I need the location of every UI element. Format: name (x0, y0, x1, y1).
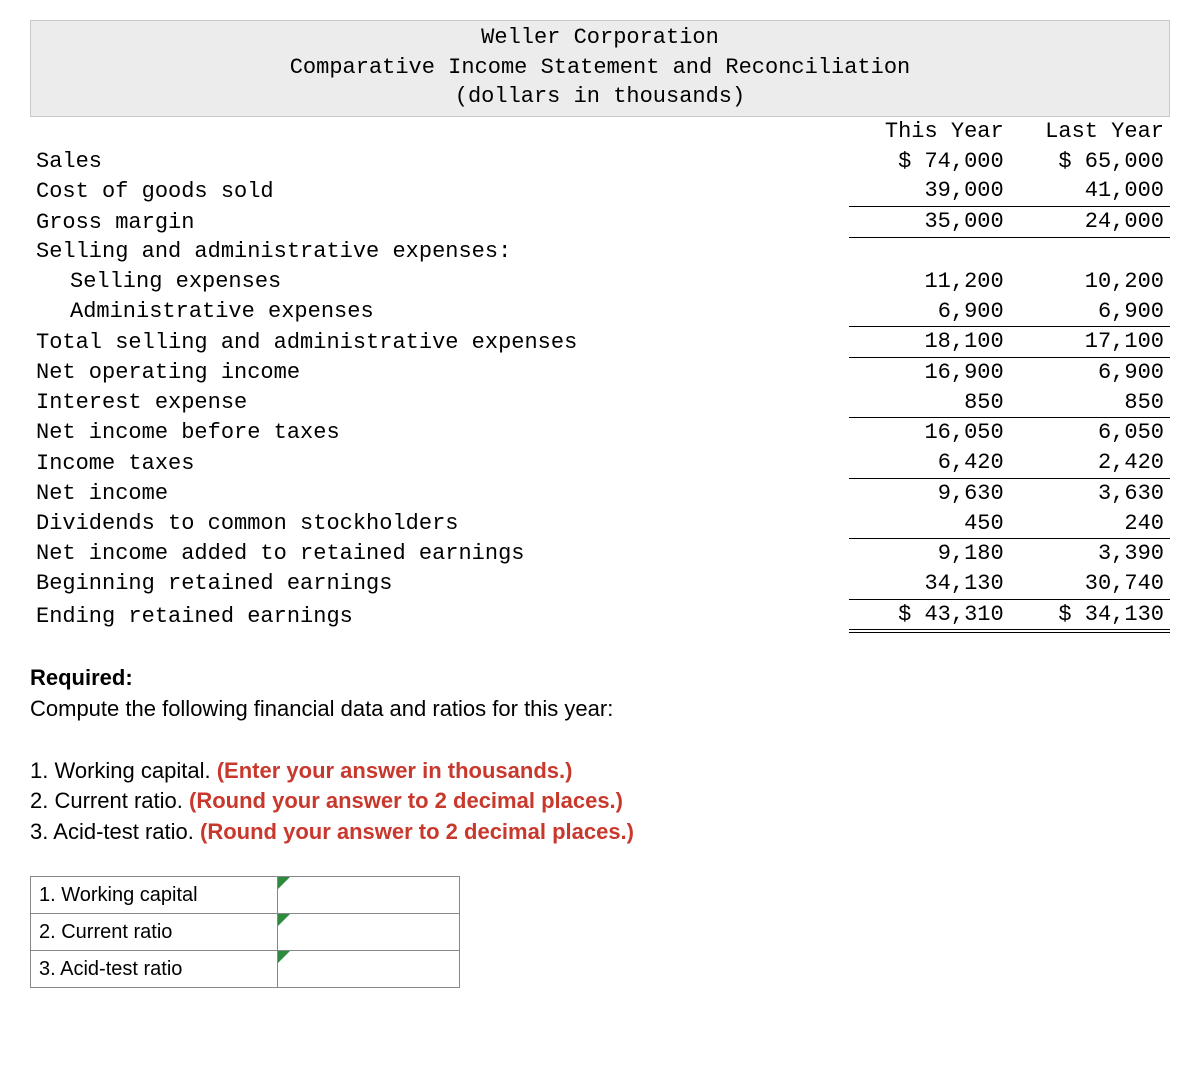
row-net-op-income: Net operating income 16,900 6,900 (30, 358, 1170, 388)
row-dividends: Dividends to common stockholders 450 240 (30, 509, 1170, 539)
row-gross-margin: Gross margin 35,000 24,000 (30, 207, 1170, 238)
label-admin-exp: Administrative expenses (30, 297, 849, 327)
row-nibt: Net income before taxes 16,050 6,050 (30, 418, 1170, 448)
gross-margin-ty: 35,000 (849, 207, 1009, 238)
label-beg-re: Beginning retained earnings (30, 569, 849, 599)
label-end-re: Ending retained earnings (30, 599, 849, 631)
req2-num: 2. (30, 788, 48, 813)
triangle-icon (278, 951, 290, 963)
net-op-income-ty: 16,900 (849, 358, 1009, 388)
income-taxes-ly: 2,420 (1010, 448, 1170, 478)
dividends-ty: 450 (849, 509, 1009, 539)
req3-text: Acid-test ratio. (53, 819, 194, 844)
row-total-sae: Total selling and administrative expense… (30, 327, 1170, 358)
row-net-income: Net income 9,630 3,630 (30, 478, 1170, 508)
label-sales: Sales (30, 147, 849, 177)
answer-input-1[interactable] (278, 877, 460, 914)
required-item-1: 1. Working capital. (Enter your answer i… (30, 756, 1170, 787)
req3-num: 3. (30, 819, 48, 844)
req1-text: Working capital. (54, 758, 210, 783)
answer-input-3[interactable] (278, 951, 460, 988)
row-selling-exp: Selling expenses 11,200 10,200 (30, 267, 1170, 297)
statement-table: This Year Last Year Sales $ 74,000 $ 65,… (30, 117, 1170, 633)
column-headers-row: This Year Last Year (30, 117, 1170, 147)
label-selling-exp: Selling expenses (30, 267, 849, 297)
answer-label-1: 1. Working capital (31, 877, 278, 914)
row-beg-re: Beginning retained earnings 34,130 30,74… (30, 569, 1170, 599)
cogs-ty: 39,000 (849, 176, 1009, 206)
label-ni-to-re: Net income added to retained earnings (30, 539, 849, 569)
interest-exp-ly: 850 (1010, 388, 1170, 418)
nibt-ly: 6,050 (1010, 418, 1170, 448)
label-cogs: Cost of goods sold (30, 176, 849, 206)
row-sae-header: Selling and administrative expenses: (30, 237, 1170, 267)
required-section: Required: Compute the following financia… (30, 663, 1170, 848)
answer-input-2[interactable] (278, 914, 460, 951)
admin-exp-ly: 6,900 (1010, 297, 1170, 327)
row-ni-to-re: Net income added to retained earnings 9,… (30, 539, 1170, 569)
label-interest-exp: Interest expense (30, 388, 849, 418)
col-header-this-year: This Year (849, 117, 1009, 147)
label-dividends: Dividends to common stockholders (30, 509, 849, 539)
total-sae-ty: 18,100 (849, 327, 1009, 358)
end-re-ty: $ 43,310 (849, 599, 1009, 631)
label-total-sae: Total selling and administrative expense… (30, 327, 849, 358)
statement-subtitle: (dollars in thousands) (31, 82, 1169, 112)
interest-exp-ty: 850 (849, 388, 1009, 418)
net-income-ty: 9,630 (849, 478, 1009, 508)
statement-header: Weller Corporation Comparative Income St… (30, 20, 1170, 117)
statement-title: Comparative Income Statement and Reconci… (31, 53, 1169, 83)
beg-re-ty: 34,130 (849, 569, 1009, 599)
selling-exp-ty: 11,200 (849, 267, 1009, 297)
net-income-ly: 3,630 (1010, 478, 1170, 508)
row-admin-exp: Administrative expenses 6,900 6,900 (30, 297, 1170, 327)
ni-to-re-ty: 9,180 (849, 539, 1009, 569)
sales-ty: $ 74,000 (849, 147, 1009, 177)
row-sales: Sales $ 74,000 $ 65,000 (30, 147, 1170, 177)
dividends-ly: 240 (1010, 509, 1170, 539)
req1-hint: (Enter your answer in thousands.) (217, 758, 573, 783)
req3-hint: (Round your answer to 2 decimal places.) (200, 819, 634, 844)
nibt-ty: 16,050 (849, 418, 1009, 448)
answer-label-3: 3. Acid-test ratio (31, 951, 278, 988)
total-sae-ly: 17,100 (1010, 327, 1170, 358)
triangle-icon (278, 914, 290, 926)
label-net-op-income: Net operating income (30, 358, 849, 388)
income-taxes-ty: 6,420 (849, 448, 1009, 478)
row-interest-exp: Interest expense 850 850 (30, 388, 1170, 418)
col-header-last-year: Last Year (1010, 117, 1170, 147)
req2-text: Current ratio. (54, 788, 182, 813)
row-income-taxes: Income taxes 6,420 2,420 (30, 448, 1170, 478)
label-net-income: Net income (30, 478, 849, 508)
answer-row-3: 3. Acid-test ratio (31, 951, 460, 988)
answer-label-2: 2. Current ratio (31, 914, 278, 951)
answer-row-2: 2. Current ratio (31, 914, 460, 951)
req2-hint: (Round your answer to 2 decimal places.) (189, 788, 623, 813)
required-heading: Required: (30, 663, 1170, 694)
income-statement: Weller Corporation Comparative Income St… (30, 20, 1170, 633)
selling-exp-ly: 10,200 (1010, 267, 1170, 297)
beg-re-ly: 30,740 (1010, 569, 1170, 599)
row-cogs: Cost of goods sold 39,000 41,000 (30, 176, 1170, 206)
cogs-ly: 41,000 (1010, 176, 1170, 206)
label-gross-margin: Gross margin (30, 207, 849, 238)
req1-num: 1. (30, 758, 48, 783)
gross-margin-ly: 24,000 (1010, 207, 1170, 238)
company-name: Weller Corporation (31, 23, 1169, 53)
ni-to-re-ly: 3,390 (1010, 539, 1170, 569)
net-op-income-ly: 6,900 (1010, 358, 1170, 388)
required-item-2: 2. Current ratio. (Round your answer to … (30, 786, 1170, 817)
answer-table: 1. Working capital 2. Current ratio 3. A… (30, 876, 460, 988)
required-item-3: 3. Acid-test ratio. (Round your answer t… (30, 817, 1170, 848)
end-re-ly: $ 34,130 (1010, 599, 1170, 631)
triangle-icon (278, 877, 290, 889)
admin-exp-ty: 6,900 (849, 297, 1009, 327)
required-intro: Compute the following financial data and… (30, 694, 1170, 725)
row-end-re: Ending retained earnings $ 43,310 $ 34,1… (30, 599, 1170, 631)
sales-ly: $ 65,000 (1010, 147, 1170, 177)
label-sae-header: Selling and administrative expenses: (30, 237, 849, 267)
answer-row-1: 1. Working capital (31, 877, 460, 914)
label-income-taxes: Income taxes (30, 448, 849, 478)
label-nibt: Net income before taxes (30, 418, 849, 448)
